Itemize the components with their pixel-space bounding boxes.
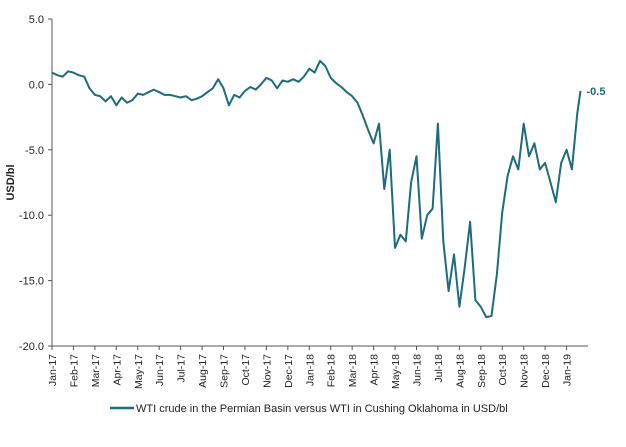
y-tick-label: 5.0 (29, 14, 44, 26)
x-tick-label: Feb-17 (68, 354, 80, 387)
x-tick-label: Jan-19 (562, 354, 574, 386)
y-tick-label: -20.0 (19, 341, 44, 353)
x-tick-label: Apr-18 (369, 354, 381, 386)
x-tick-label: Jul-17 (176, 354, 188, 383)
x-tick-label: Aug-18 (454, 354, 466, 388)
x-tick-label: Oct-18 (497, 354, 509, 386)
y-tick-label: -10.0 (19, 210, 44, 222)
x-tick-label: Jan-18 (304, 354, 316, 386)
x-tick-label: Jun-18 (411, 354, 423, 386)
x-tick-label: Sep-18 (476, 354, 488, 388)
y-tick-label: -5.0 (25, 145, 44, 157)
y-axis-label: USD/bl (5, 164, 17, 200)
x-tick-label: Sep-17 (219, 354, 231, 388)
end-label: -0.5 (586, 86, 605, 98)
x-tick-label: Nov-18 (519, 354, 531, 388)
x-tick-label: Oct-17 (240, 354, 252, 386)
x-tick-label: Jun-17 (154, 354, 166, 386)
x-tick-label: Dec-17 (283, 354, 295, 388)
x-tick-label: Dec-18 (540, 354, 552, 388)
x-tick-label: Feb-18 (326, 354, 338, 387)
x-tick-label: Mar-17 (90, 354, 102, 387)
x-tick-label: May-18 (390, 354, 402, 389)
x-tick-label: Mar-18 (347, 354, 359, 387)
x-tick-label: Jan-17 (47, 354, 59, 386)
x-tick-label: Jul-18 (433, 354, 445, 383)
series-line (51, 59, 582, 319)
legend-label: WTI crude in the Permian Basin versus WT… (136, 403, 508, 415)
y-tick-label: 0.0 (29, 79, 44, 91)
x-tick-label: Nov-17 (261, 354, 273, 388)
x-tick-label: Aug-17 (197, 354, 209, 388)
x-tick-label: Apr-17 (111, 354, 123, 386)
y-tick-label: -15.0 (19, 276, 44, 288)
x-tick-label: May-17 (133, 354, 145, 389)
